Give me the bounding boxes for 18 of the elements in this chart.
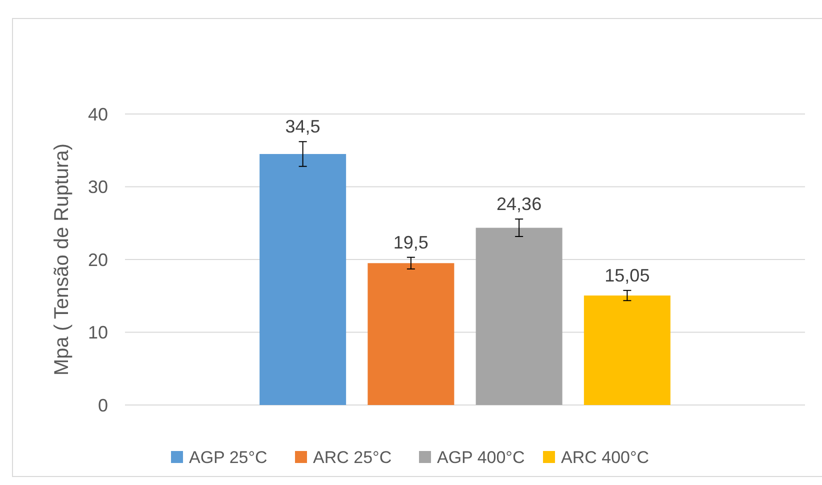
data-label: 15,05 [604, 265, 650, 286]
data-label: 24,36 [496, 194, 542, 214]
legend-label: AGP 400°C [437, 448, 525, 467]
legend-label: ARC 400°C [561, 448, 650, 467]
legend-label: AGP 25°C [189, 448, 268, 467]
y-tick-label: 0 [98, 395, 108, 416]
data-label: 19,5 [393, 232, 428, 252]
y-tick-label: 30 [88, 177, 108, 198]
bar [584, 296, 670, 405]
data-label: 34,5 [285, 116, 320, 137]
y-axis-title: Mpa ( Tensão de Ruptura) [51, 144, 73, 376]
y-tick-label: 10 [88, 322, 108, 343]
y-tick-label: 40 [88, 104, 108, 124]
legend-label: ARC 25°C [313, 448, 392, 467]
bar [260, 154, 346, 405]
bar [476, 228, 562, 405]
y-tick-label: 20 [88, 250, 108, 270]
bar [368, 263, 454, 405]
